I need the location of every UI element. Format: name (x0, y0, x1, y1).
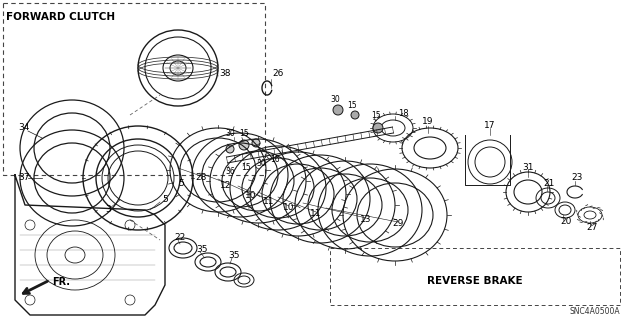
Text: 37: 37 (18, 174, 29, 182)
Text: 13: 13 (360, 216, 371, 225)
Text: REVERSE BRAKE: REVERSE BRAKE (427, 277, 523, 286)
Text: 11: 11 (310, 210, 321, 219)
Circle shape (351, 111, 359, 119)
Text: 12: 12 (220, 181, 232, 189)
Text: 28: 28 (195, 174, 206, 182)
Text: 15: 15 (347, 100, 357, 109)
Text: 10: 10 (245, 191, 257, 201)
Text: 31: 31 (522, 164, 534, 173)
Text: 22: 22 (174, 233, 185, 241)
Circle shape (333, 105, 343, 115)
Text: 17: 17 (484, 121, 496, 130)
Bar (330, 248, 620, 305)
Bar (3, 3, 265, 175)
Text: FR.: FR. (52, 277, 70, 287)
Circle shape (239, 140, 249, 150)
Text: 15: 15 (371, 112, 381, 121)
Text: 38: 38 (219, 69, 230, 78)
Text: 30: 30 (256, 160, 266, 168)
Text: 35: 35 (228, 250, 239, 259)
Text: 11: 11 (263, 197, 275, 206)
Text: 30: 30 (330, 95, 340, 105)
Text: 21: 21 (543, 180, 554, 189)
Text: 29: 29 (392, 219, 403, 228)
Text: 15: 15 (241, 164, 251, 173)
Text: 5: 5 (178, 179, 184, 188)
Circle shape (373, 123, 383, 133)
Text: 23: 23 (571, 174, 582, 182)
Circle shape (252, 139, 260, 147)
Text: 19: 19 (422, 117, 434, 127)
Text: 35: 35 (196, 246, 207, 255)
Text: 3: 3 (105, 205, 111, 214)
Text: 26: 26 (272, 70, 284, 78)
Text: 16: 16 (270, 155, 280, 165)
Text: SNC4A0500A: SNC4A0500A (570, 308, 620, 316)
Text: 34: 34 (18, 123, 29, 132)
Text: 18: 18 (398, 108, 408, 117)
Text: 5: 5 (162, 196, 168, 204)
Text: 30: 30 (225, 129, 235, 137)
Text: 10: 10 (283, 204, 294, 212)
Text: 36: 36 (225, 167, 235, 176)
Text: 15: 15 (239, 129, 249, 137)
Text: 20: 20 (560, 218, 572, 226)
Text: 27: 27 (586, 224, 597, 233)
Circle shape (226, 145, 234, 153)
Text: FORWARD CLUTCH: FORWARD CLUTCH (6, 12, 115, 22)
